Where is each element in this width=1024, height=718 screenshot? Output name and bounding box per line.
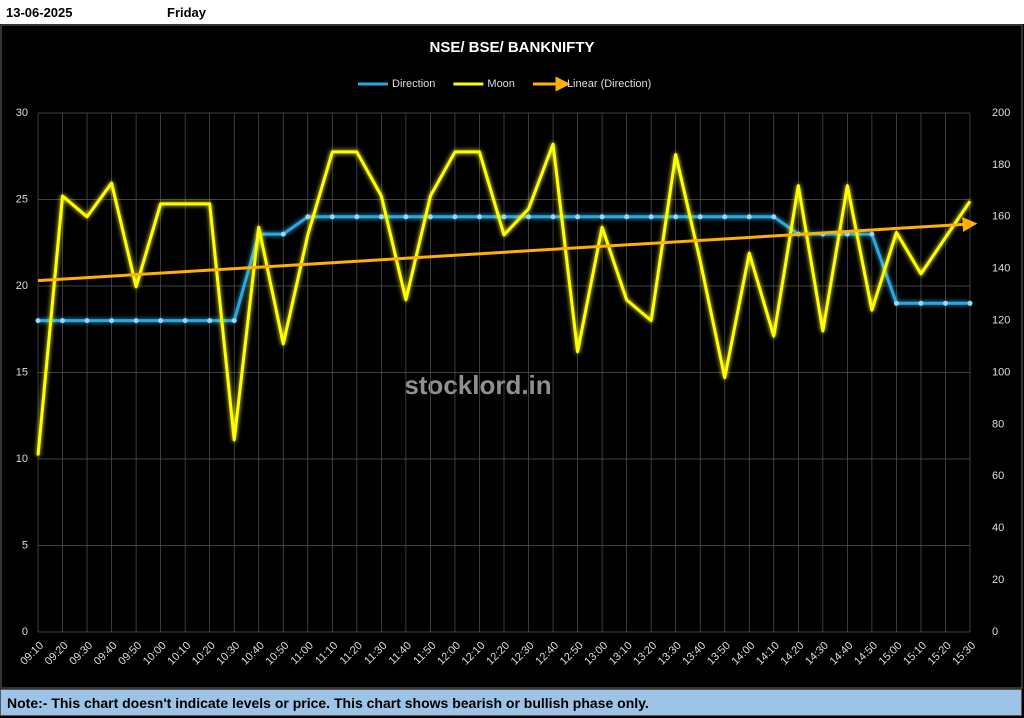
series-marker	[771, 214, 777, 220]
series-marker	[378, 214, 384, 220]
legend-label: Direction	[392, 78, 435, 90]
series-marker	[526, 214, 532, 220]
trendline	[37, 216, 978, 283]
series-marker	[942, 300, 948, 306]
series-marker	[869, 231, 875, 237]
series-marker	[967, 300, 973, 306]
y2-tick-label: 100	[992, 366, 1010, 378]
series-marker	[501, 214, 507, 220]
series-marker	[697, 214, 703, 220]
y-tick-label: 25	[16, 193, 28, 205]
y2-tick-label: 140	[992, 263, 1010, 275]
chart-title: NSE/ BSE/ BANKNIFTY	[429, 39, 594, 56]
y-tick-label: 0	[22, 626, 28, 638]
y-tick-label: 30	[16, 107, 28, 119]
footer-note: Note:- This chart doesn't indicate level…	[0, 689, 1022, 716]
series-marker	[427, 214, 433, 220]
series-marker	[354, 214, 360, 220]
series-marker	[133, 318, 139, 324]
series-marker	[280, 231, 286, 237]
series-marker	[746, 214, 752, 220]
series-marker	[305, 214, 311, 220]
series-marker	[599, 214, 605, 220]
series-marker	[60, 318, 66, 324]
y2-tick-label: 20	[992, 574, 1004, 586]
series-marker	[673, 214, 679, 220]
y2-tick-label: 200	[992, 107, 1010, 119]
series-marker	[452, 214, 458, 220]
series-marker	[893, 300, 899, 306]
series-marker	[109, 318, 115, 324]
y-tick-label: 20	[16, 280, 28, 292]
series-marker	[84, 318, 90, 324]
series-marker	[182, 318, 188, 324]
chart: NSE/ BSE/ BANKNIFTY stocklord.in 0 5 10 15 2…	[0, 24, 1023, 689]
legend-label: Moon	[487, 78, 515, 90]
header: 13-06-2025 Friday	[0, 0, 1024, 24]
chart-frame	[0, 24, 1023, 689]
series-marker	[918, 300, 924, 306]
y2-tick-label: 180	[992, 159, 1010, 171]
series-marker	[207, 318, 213, 324]
series-marker	[550, 214, 556, 220]
series-marker	[624, 214, 630, 220]
y2-tick-label: 60	[992, 470, 1004, 482]
series-marker	[329, 214, 335, 220]
y-tick-label: 15	[16, 366, 28, 378]
y2-tick-label: 120	[992, 315, 1010, 327]
series-marker	[476, 214, 482, 220]
series-marker	[231, 318, 237, 324]
y-tick-label: 5	[22, 539, 28, 551]
y2-tick-label: 0	[992, 626, 998, 638]
y2-tick-label: 80	[992, 418, 1004, 430]
series-marker	[648, 214, 654, 220]
series-marker	[722, 214, 728, 220]
series-marker	[35, 318, 41, 324]
series-line	[36, 142, 972, 456]
date: 13-06-2025	[6, 5, 73, 20]
series-marker	[158, 318, 164, 324]
y-tick-label: 10	[16, 453, 28, 465]
y2-tick-label: 40	[992, 522, 1004, 534]
day: Friday	[167, 5, 207, 20]
y2-tick-label: 160	[992, 211, 1010, 223]
series-marker	[403, 214, 409, 220]
series-marker	[575, 214, 581, 220]
legend-label: Linear (Direction)	[567, 78, 651, 90]
watermark: stocklord.in	[404, 370, 551, 400]
